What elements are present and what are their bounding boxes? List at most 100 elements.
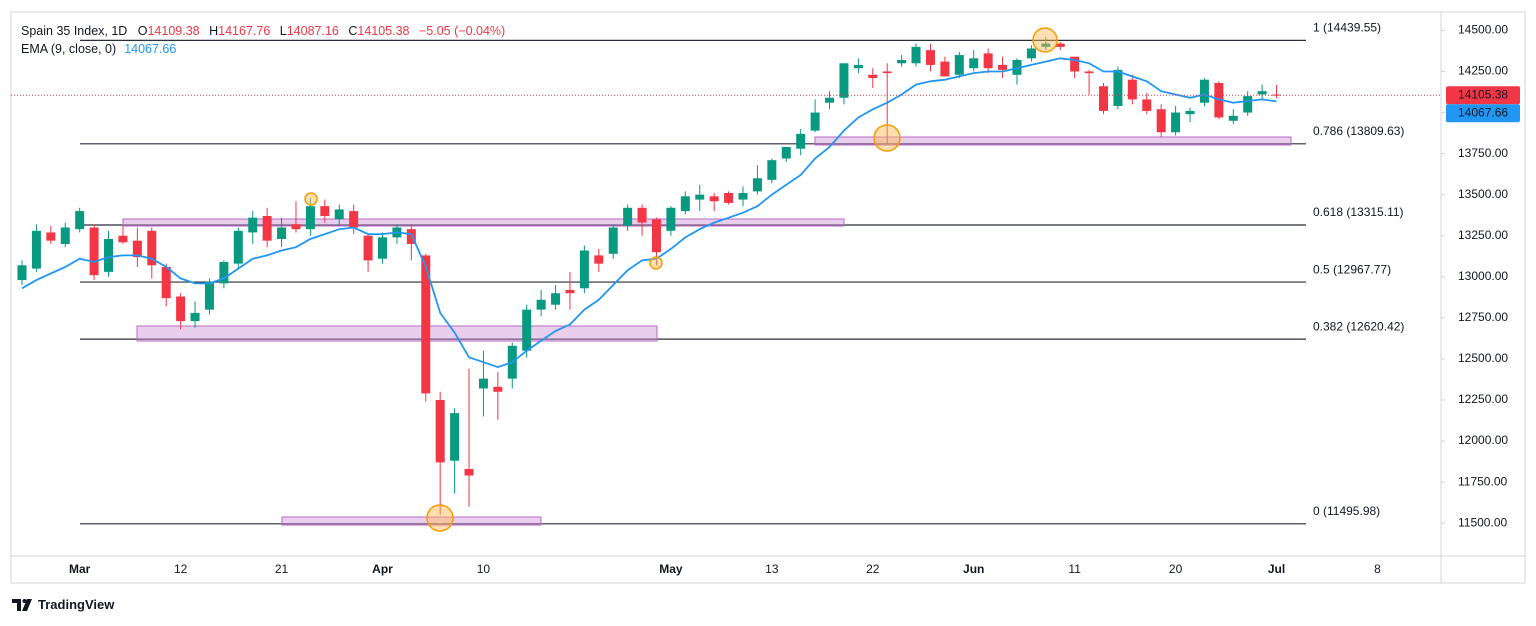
- candle-body: [579, 250, 589, 289]
- y-tick-label: 11750.00: [1458, 474, 1507, 488]
- x-tick-label: 20: [1169, 562, 1183, 576]
- zones: [122, 136, 1292, 526]
- y-tick-label: 13250.00: [1458, 228, 1508, 242]
- zone: [136, 325, 658, 342]
- legend-label: H: [209, 24, 219, 38]
- legend-value: 14087.16: [286, 24, 339, 38]
- candle-body: [31, 230, 41, 269]
- x-tick-label: May: [659, 562, 683, 576]
- legend-label: L: [279, 24, 287, 38]
- legend-ema-value: 14067.66: [124, 42, 177, 56]
- fib-label: 0.382 (12620.42): [1313, 319, 1404, 333]
- fib-label: 0 (11495.98): [1313, 504, 1380, 518]
- candle-body: [291, 224, 301, 230]
- x-tick-label: Mar: [69, 562, 91, 576]
- highlight-circle: [426, 504, 454, 532]
- candle-body: [522, 309, 532, 351]
- x-tick-label: 8: [1374, 562, 1381, 576]
- last-price-label: 14105.38: [1458, 87, 1508, 101]
- candle-body: [17, 265, 27, 281]
- candle-body: [1084, 71, 1094, 74]
- y-tick-label: 12500.00: [1458, 351, 1508, 365]
- candle-body: [248, 217, 258, 233]
- candle-body: [551, 293, 561, 305]
- candle-body: [118, 235, 128, 243]
- candle-body: [1127, 79, 1137, 100]
- y-tick-label: 12000.00: [1458, 433, 1508, 447]
- last-price-box: [1446, 86, 1520, 105]
- highlight-circle: [304, 192, 318, 206]
- candle-body: [1041, 43, 1051, 47]
- candle-body: [104, 239, 114, 272]
- candle-body: [565, 289, 575, 294]
- candle-body: [1228, 115, 1238, 121]
- candle-body: [464, 468, 474, 476]
- y-tick-label: 12750.00: [1458, 310, 1508, 324]
- candle-body: [1099, 86, 1108, 111]
- candle-body: [839, 63, 849, 98]
- candle-body: [897, 59, 907, 64]
- highlight-circle: [1032, 27, 1058, 53]
- legend-label: C: [348, 24, 358, 38]
- fib-label: 0.5 (12967.77): [1313, 262, 1391, 276]
- candle-body: [60, 227, 70, 244]
- candle-body: [608, 227, 618, 254]
- legend-change: −5.05 (−0.04%): [419, 24, 506, 38]
- y-tick-label: 13000.00: [1458, 269, 1508, 283]
- candle-body: [46, 232, 56, 241]
- x-tick-label: Apr: [372, 562, 393, 576]
- brand: TradingView: [12, 597, 114, 612]
- ema: [21, 57, 1277, 369]
- candle-body: [1272, 94, 1282, 96]
- ema-price-label: 14067.66: [1458, 105, 1508, 119]
- candle-body: [1185, 110, 1195, 115]
- candle-body: [132, 240, 142, 258]
- highlights: [304, 27, 1058, 532]
- candle-body: [262, 216, 272, 241]
- x-tick-label: Jun: [963, 562, 984, 576]
- candle-body: [435, 399, 445, 463]
- candle-body: [1026, 48, 1036, 59]
- candle-body: [176, 296, 186, 322]
- x-tick-label: 11: [1068, 562, 1081, 576]
- y-tick-label: 12250.00: [1458, 392, 1508, 406]
- y-tick-label: 14500.00: [1458, 23, 1508, 37]
- candle-body: [334, 209, 344, 220]
- candle-body: [825, 97, 835, 103]
- candle-body: [363, 235, 373, 261]
- y-tick-label: 13750.00: [1458, 146, 1508, 160]
- candle-body: [998, 64, 1008, 70]
- candle-body: [161, 266, 171, 299]
- legend-value: 14105.38: [357, 24, 410, 38]
- candle-body: [305, 206, 315, 230]
- legend-label: O: [137, 24, 148, 38]
- candle-body: [752, 178, 762, 192]
- x-tick-label: 22: [866, 562, 880, 576]
- candle-body: [493, 386, 503, 392]
- candle-body: [709, 196, 719, 202]
- candle-body: [767, 160, 777, 180]
- candle-body: [450, 413, 460, 461]
- legend: Spain 35 Index, 1D O14109.38 H14167.76 L…: [21, 22, 511, 58]
- candle-body: [940, 61, 950, 77]
- candle-body: [666, 207, 676, 231]
- y-tick-label: 11500.00: [1458, 515, 1507, 529]
- candle-body: [1171, 112, 1181, 133]
- fib-label: 0.786 (13809.63): [1313, 124, 1404, 138]
- candle-body: [1199, 79, 1209, 103]
- x-tick-label: 12: [174, 562, 188, 576]
- candle-body: [1257, 91, 1267, 95]
- highlight-circle: [873, 124, 901, 152]
- candle-body: [623, 207, 633, 226]
- ema-line: [21, 57, 1277, 369]
- y-tick-label: 14250.00: [1458, 64, 1508, 78]
- candle-body: [277, 227, 287, 240]
- candle-body: [1113, 69, 1123, 106]
- fib-label: 1 (14439.55): [1313, 21, 1381, 35]
- legend-value: 14167.76: [218, 24, 271, 38]
- candle-body: [233, 230, 243, 264]
- candle-body: [1055, 43, 1065, 47]
- candle-body: [219, 262, 229, 284]
